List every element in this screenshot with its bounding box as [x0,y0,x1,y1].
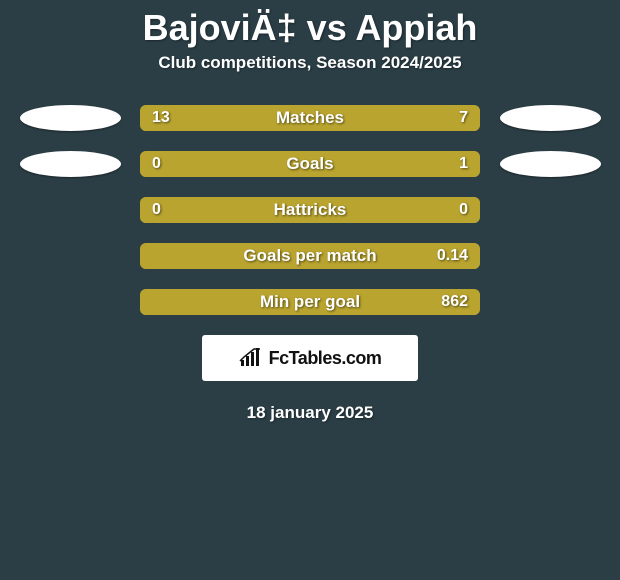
stat-row: 137Matches [0,105,620,131]
left-player-marker [0,289,140,315]
comparison-card: BajoviÄ‡ vs Appiah Club competitions, Se… [0,0,620,423]
stat-row: 00Hattricks [0,197,620,223]
player-ellipse-icon [500,151,601,177]
right-player-marker [480,151,620,177]
stat-bar: 137Matches [140,105,480,131]
stat-label: Goals per match [140,243,480,269]
brand-text: FcTables.com [269,348,382,369]
stat-bar: 0.14Goals per match [140,243,480,269]
brand-badge: FcTables.com [202,335,418,381]
left-player-marker [0,197,140,223]
stat-row: 01Goals [0,151,620,177]
stat-label: Min per goal [140,289,480,315]
right-player-marker [480,105,620,131]
player-ellipse-icon [20,105,121,131]
left-player-marker [0,151,140,177]
stat-bar: 862Min per goal [140,289,480,315]
left-player-marker [0,105,140,131]
stat-bar: 01Goals [140,151,480,177]
stat-row: 0.14Goals per match [0,243,620,269]
right-player-marker [480,243,620,269]
snapshot-date: 18 january 2025 [0,403,620,423]
chart-icon [239,348,263,368]
player-ellipse-icon [500,105,601,131]
left-player-marker [0,243,140,269]
page-subtitle: Club competitions, Season 2024/2025 [0,53,620,105]
stat-label: Matches [140,105,480,131]
stat-row: 862Min per goal [0,289,620,315]
stat-bar: 00Hattricks [140,197,480,223]
right-player-marker [480,197,620,223]
stat-label: Goals [140,151,480,177]
page-title: BajoviÄ‡ vs Appiah [0,4,620,53]
stat-rows: 137Matches 01Goals 00Hattricks 0.14Goals pe… [0,105,620,315]
right-player-marker [480,289,620,315]
player-ellipse-icon [20,151,121,177]
stat-label: Hattricks [140,197,480,223]
